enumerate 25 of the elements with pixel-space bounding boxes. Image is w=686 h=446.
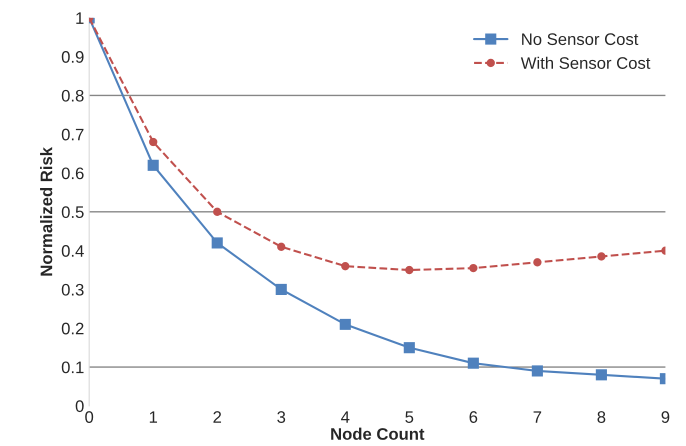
y-tick-label: 0.9: [62, 51, 84, 63]
y-tick-label: 0.2: [62, 322, 84, 334]
x-tick-label: 2: [213, 411, 222, 423]
legend-label: With Sensor Cost: [520, 56, 650, 69]
y-tick-label: 0.1: [62, 361, 84, 374]
y-tick-label: 0.8: [62, 90, 84, 102]
y-tick-label: 0.6: [62, 167, 84, 180]
y-tick-label: 0.3: [62, 284, 84, 296]
y-tick-label: 0.7: [62, 128, 84, 140]
x-tick-label: 8: [597, 411, 606, 423]
x-tick-label: 6: [470, 411, 478, 423]
legend-label: No Sensor Cost: [522, 33, 638, 46]
x-tick-label: 1: [150, 411, 158, 423]
y-tick-label: 1: [76, 12, 84, 24]
x-tick-label: 3: [277, 411, 286, 423]
x-tick-label: 0: [85, 411, 94, 423]
x-tick-label: 7: [534, 411, 542, 423]
y-tick-label: 0: [76, 400, 84, 412]
x-axis-title: Node Count: [331, 428, 424, 440]
x-tick-label: 4: [341, 411, 350, 423]
x-tick-label: 9: [662, 411, 670, 423]
x-tick-label: 5: [405, 411, 414, 423]
y-tick-label: 0.4: [62, 245, 84, 257]
y-tick-label: 0.5: [62, 206, 84, 218]
y-axis-title: Normalized Risk: [40, 146, 52, 276]
